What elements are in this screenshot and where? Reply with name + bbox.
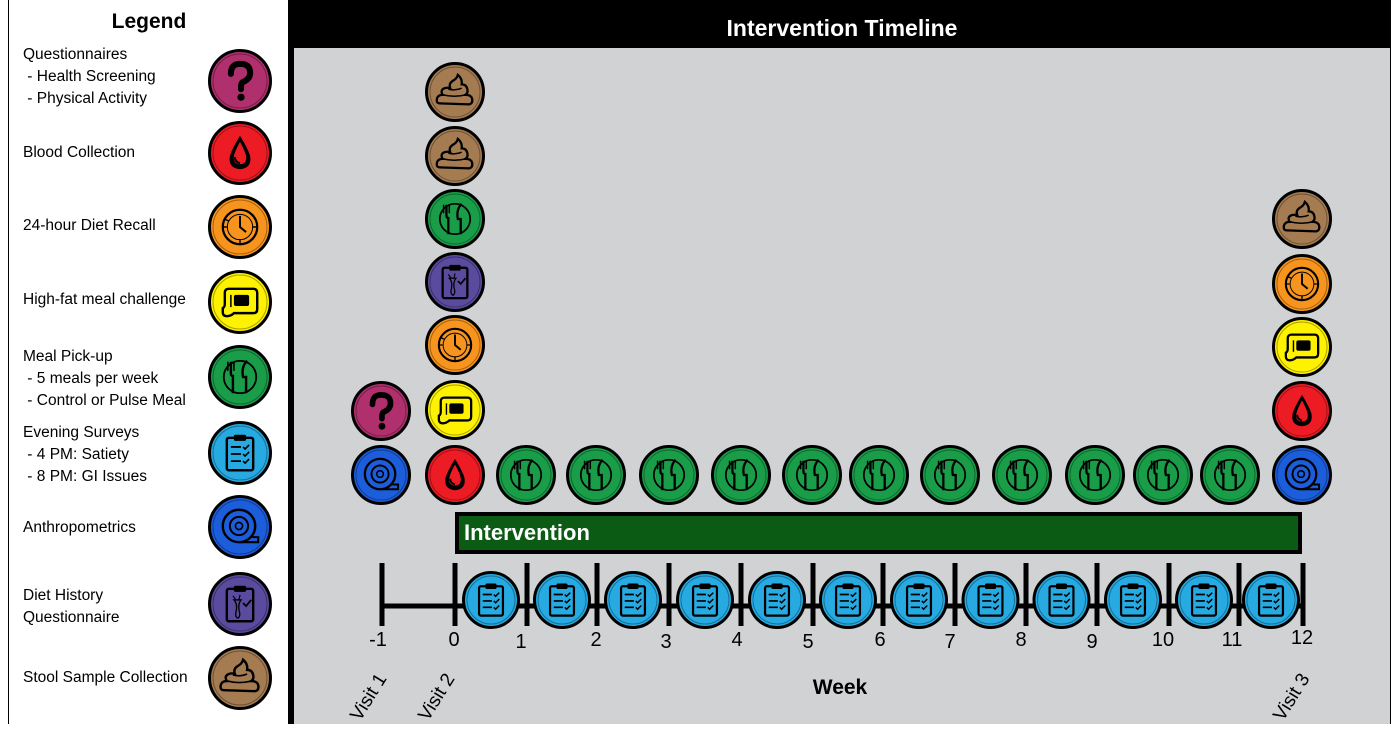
visit-1-label: Visit 1: [346, 670, 391, 725]
blood-drop-icon: [208, 121, 272, 185]
clipboard-icon: [748, 571, 806, 629]
clipboard-icon: [1104, 571, 1162, 629]
fork-knife-icon: [1065, 445, 1125, 505]
legend-label-anthropometrics: Anthropometrics: [23, 519, 136, 536]
week-label: 2: [590, 629, 601, 651]
legend-label-blood: Blood Collection: [23, 144, 136, 161]
visit-2-label: Visit 2: [414, 670, 459, 725]
week-label: 9: [1086, 631, 1097, 653]
timeline-icons: [208, 49, 1332, 710]
legend-label-stool: Stool Sample Collection: [23, 669, 188, 686]
figure-frame: [8, 0, 1392, 724]
week-label: 0: [448, 629, 459, 651]
clipboard-icon: [890, 571, 948, 629]
clipboard-icon: [676, 571, 734, 629]
diet-history-icon: [208, 572, 272, 636]
stool-icon: [1272, 189, 1332, 249]
clipboard-icon: [604, 571, 662, 629]
fork-knife-icon: [849, 445, 909, 505]
meal-tray-icon: [1272, 317, 1332, 377]
stool-icon: [425, 126, 485, 186]
intervention-bar-label: Intervention: [464, 520, 590, 545]
blood-drop-icon: [425, 445, 485, 505]
legend-title: Legend: [111, 10, 187, 33]
clock-icon: [208, 195, 272, 259]
week-label: 7: [944, 631, 955, 653]
tape-measure-icon: [1272, 445, 1332, 505]
tape-measure-icon: [208, 495, 272, 559]
legend-label-questionnaires: Questionnaires - Health Screening - Phys…: [23, 46, 156, 107]
meal-tray-icon: [208, 270, 272, 334]
fork-knife-icon: [1200, 445, 1260, 505]
clipboard-icon: [462, 571, 520, 629]
fork-knife-icon: [992, 445, 1052, 505]
week-label: 8: [1015, 629, 1026, 651]
fork-knife-icon: [639, 445, 699, 505]
question-icon: [351, 381, 411, 441]
stool-icon: [208, 646, 272, 710]
clock-icon: [425, 315, 485, 375]
legend-label-diet-history: Diet History Questionnaire: [23, 587, 120, 626]
fork-knife-icon: [496, 445, 556, 505]
week-label: 10: [1152, 629, 1174, 651]
fork-knife-icon: [1133, 445, 1193, 505]
legend-label-meal-pickup: Meal Pick-up - 5 meals per week - Contro…: [23, 348, 186, 409]
clipboard-icon: [533, 571, 591, 629]
clipboard-icon: [1242, 571, 1300, 629]
week-label: 12: [1291, 627, 1313, 649]
meal-tray-icon: [425, 380, 485, 440]
axis-label: Week: [813, 676, 868, 699]
fork-knife-icon: [208, 345, 272, 409]
clipboard-icon: [1175, 571, 1233, 629]
fork-knife-icon: [782, 445, 842, 505]
legend-label-meal-challenge: High-fat meal challenge: [23, 291, 186, 308]
week-label: 5: [802, 631, 813, 653]
week-label: 4: [731, 629, 742, 651]
tape-measure-icon: [351, 445, 411, 505]
week-label: 1: [515, 631, 526, 653]
diet-history-icon: [425, 252, 485, 312]
fork-knife-icon: [566, 445, 626, 505]
clipboard-icon: [208, 421, 272, 485]
fork-knife-icon: [425, 189, 485, 249]
week-label: -1: [369, 629, 387, 651]
timeline-title: Intervention Timeline: [294, 0, 1390, 48]
week-label: 6: [874, 629, 885, 651]
legend-label-evening-surveys: Evening Surveys - 4 PM: Satiety - 8 PM: …: [23, 424, 148, 485]
fork-knife-icon: [711, 445, 771, 505]
question-icon: [208, 49, 272, 113]
clock-icon: [1272, 254, 1332, 314]
stool-icon: [425, 62, 485, 122]
panel-divider: [288, 0, 294, 724]
clipboard-icon: [1032, 571, 1091, 629]
intervention-bar: [459, 516, 1298, 550]
fork-knife-icon: [920, 445, 980, 505]
week-label: 3: [660, 631, 671, 653]
visit-3-label: Visit 3: [1269, 670, 1314, 725]
week-label: 11: [1222, 629, 1243, 651]
clipboard-icon: [961, 571, 1020, 629]
right-border: [1390, 0, 1391, 724]
blood-drop-icon: [1272, 381, 1332, 441]
clipboard-icon: [819, 571, 877, 629]
legend-label-diet-recall: 24-hour Diet Recall: [23, 217, 156, 234]
